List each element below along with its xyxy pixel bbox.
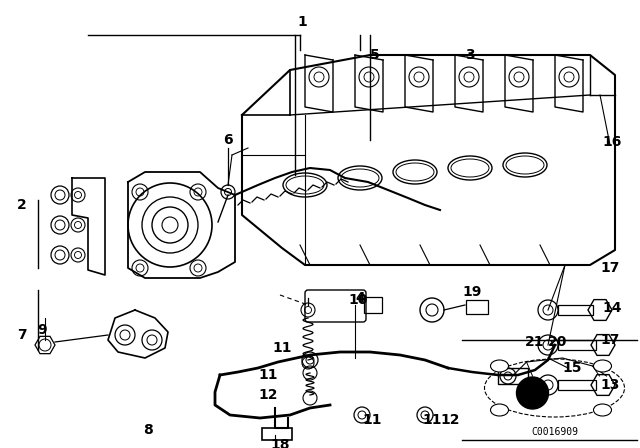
Text: 11: 11 xyxy=(362,413,381,427)
Bar xyxy=(558,380,596,390)
Bar xyxy=(558,340,596,350)
Bar xyxy=(466,300,488,314)
Text: C0016909: C0016909 xyxy=(531,427,578,437)
Text: 12: 12 xyxy=(259,388,278,402)
Ellipse shape xyxy=(593,360,611,372)
Text: 21: 21 xyxy=(525,335,545,349)
Text: 15: 15 xyxy=(563,361,582,375)
Text: 20: 20 xyxy=(548,335,568,349)
Text: 3: 3 xyxy=(465,48,475,62)
Text: 2: 2 xyxy=(17,198,27,212)
Text: 4: 4 xyxy=(355,291,365,305)
Text: 18: 18 xyxy=(270,438,290,448)
Ellipse shape xyxy=(490,404,509,416)
Text: 11: 11 xyxy=(422,413,442,427)
Text: 13: 13 xyxy=(600,378,620,392)
Text: 16: 16 xyxy=(602,135,621,149)
Text: 10: 10 xyxy=(348,293,368,307)
Bar xyxy=(498,368,528,384)
Text: 17: 17 xyxy=(600,261,620,275)
Text: 11: 11 xyxy=(272,341,292,355)
Text: 12: 12 xyxy=(440,413,460,427)
Ellipse shape xyxy=(490,360,509,372)
Bar xyxy=(558,305,593,315)
Text: 6: 6 xyxy=(223,133,233,147)
Circle shape xyxy=(516,377,548,409)
Bar xyxy=(364,297,382,313)
Text: 7: 7 xyxy=(17,328,27,342)
Text: 1: 1 xyxy=(297,15,307,29)
Text: 19: 19 xyxy=(462,285,482,299)
Text: 17: 17 xyxy=(600,333,620,347)
Ellipse shape xyxy=(593,404,611,416)
Text: 14: 14 xyxy=(602,301,621,315)
Text: 11: 11 xyxy=(259,368,278,382)
Text: 5: 5 xyxy=(370,48,380,62)
Text: 8: 8 xyxy=(143,423,153,437)
Bar xyxy=(262,428,292,440)
Text: 9: 9 xyxy=(37,323,47,337)
